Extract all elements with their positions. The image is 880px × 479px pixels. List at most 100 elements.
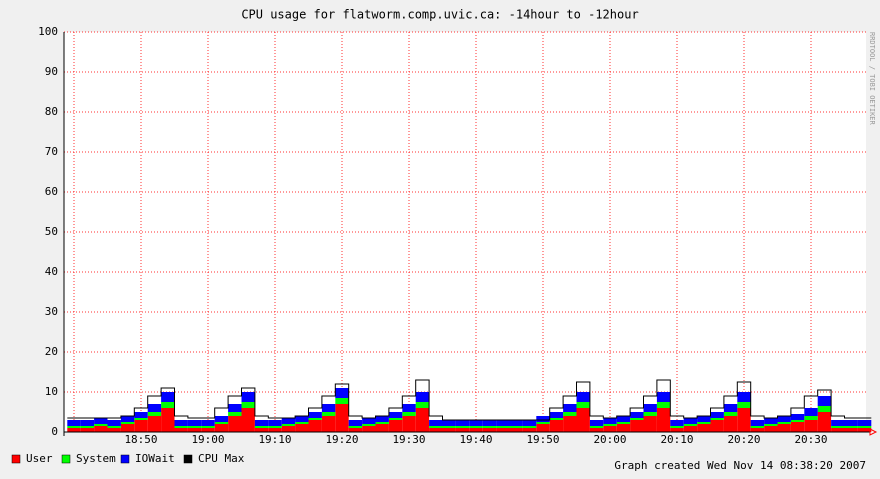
y-tick-label: 50 [45,225,58,238]
stacked-area-segment [80,428,95,432]
stacked-area-segment [549,418,564,420]
stacked-area-segment [656,402,671,408]
stacked-area-segment [790,420,805,422]
stacked-area-segment [321,416,336,432]
stacked-area-segment [630,420,644,432]
stacked-area-segment [429,426,443,428]
stacked-area-segment [697,416,711,422]
stacked-area-segment [348,426,363,428]
stacked-area-segment [442,420,456,426]
stacked-area-segment [857,426,872,428]
x-tick-label: 18:50 [124,433,157,446]
stacked-area-segment [589,428,604,432]
stacked-area-segment [496,420,510,426]
x-tick-label: 19:10 [258,433,291,446]
stacked-area-segment [295,416,309,422]
stacked-area-segment [563,404,577,412]
stacked-area-segment [161,402,175,408]
stacked-area-segment [402,412,416,416]
legend-label: User [26,452,53,465]
stacked-area-segment [616,424,631,432]
x-tick-label: 19:20 [325,433,358,446]
stacked-area-segment [429,420,443,426]
stacked-area-segment [281,424,296,426]
stacked-area-segment [844,428,858,432]
stacked-area-segment [174,420,188,426]
stacked-area-segment [817,396,832,406]
stacked-area-segment [308,420,322,432]
stacked-area-segment [630,412,644,418]
stacked-area-segment [214,424,229,432]
stacked-area-segment [804,408,818,416]
stacked-area-segment [120,416,135,422]
stacked-area-segment [804,420,818,432]
stacked-area-segment [670,428,684,432]
y-tick-label: 70 [45,145,58,158]
stacked-area-segment [375,422,389,424]
plot-layer [64,31,872,433]
stacked-area-segment [241,402,255,408]
stacked-area-segment [415,392,430,402]
watermark: RRDTOOL / TOBI OETIKER [868,32,876,126]
stacked-area-segment [80,426,95,428]
stacked-area-segment [603,424,617,426]
stacked-area-segment [831,420,845,426]
stacked-area-segment [723,404,738,412]
stacked-area-segment [656,408,671,432]
y-tick-label: 100 [38,25,58,38]
stacked-area-segment [455,428,470,432]
stacked-area-segment [496,426,510,428]
stacked-area-segment [777,416,791,422]
stacked-area-segment [509,428,523,432]
stacked-area-segment [228,416,242,432]
stacked-area-segment [388,418,403,420]
stacked-area-segment [643,412,657,416]
stacked-area-segment [295,424,309,432]
y-tick-label: 10 [45,385,58,398]
stacked-area-segment [576,402,590,408]
legend-swatch [11,454,21,464]
stacked-area-segment [549,420,564,432]
stacked-area-segment [268,428,282,432]
stacked-area-segment [254,426,269,428]
legend-label: CPU Max [198,452,245,465]
stacked-area-segment [764,424,778,426]
stacked-area-segment [790,414,805,420]
stacked-area-segment [120,422,135,424]
stacked-area-segment [174,426,188,428]
stacked-area-segment [737,408,751,432]
stacked-area-segment [67,420,81,426]
stacked-area-segment [469,426,483,428]
stacked-area-segment [710,412,724,418]
stacked-area-segment [281,426,296,432]
stacked-area-segment [362,424,376,426]
plot-area [64,32,866,432]
stacked-area-segment [201,426,215,428]
stacked-area-segment [147,416,162,432]
stacked-area-segment [362,426,376,432]
stacked-area-segment [563,416,577,432]
stacked-area-segment [308,418,322,420]
stacked-area-segment [67,428,81,432]
legend-swatch [61,454,71,464]
stacked-area-segment [737,402,751,408]
stacked-area-segment [697,424,711,432]
legend-swatch [183,454,193,464]
stacked-area-segment [174,428,188,432]
stacked-area-segment [750,420,765,426]
stacked-area-segment [187,426,202,428]
x-tick-label: 20:20 [727,433,760,446]
stacked-area-segment [710,420,724,432]
stacked-area-segment [857,428,872,432]
stacked-area-segment [643,404,657,412]
y-tick-label: 20 [45,345,58,358]
legend-swatch [120,454,130,464]
stacked-area-segment [161,392,175,402]
stacked-area-segment [764,418,778,424]
stacked-area-segment [429,428,443,432]
y-tick-label: 0 [51,425,58,438]
stacked-area-segment [107,428,121,432]
stacked-area-segment [804,416,818,420]
stacked-area-segment [589,426,604,428]
stacked-area-segment [670,420,684,426]
